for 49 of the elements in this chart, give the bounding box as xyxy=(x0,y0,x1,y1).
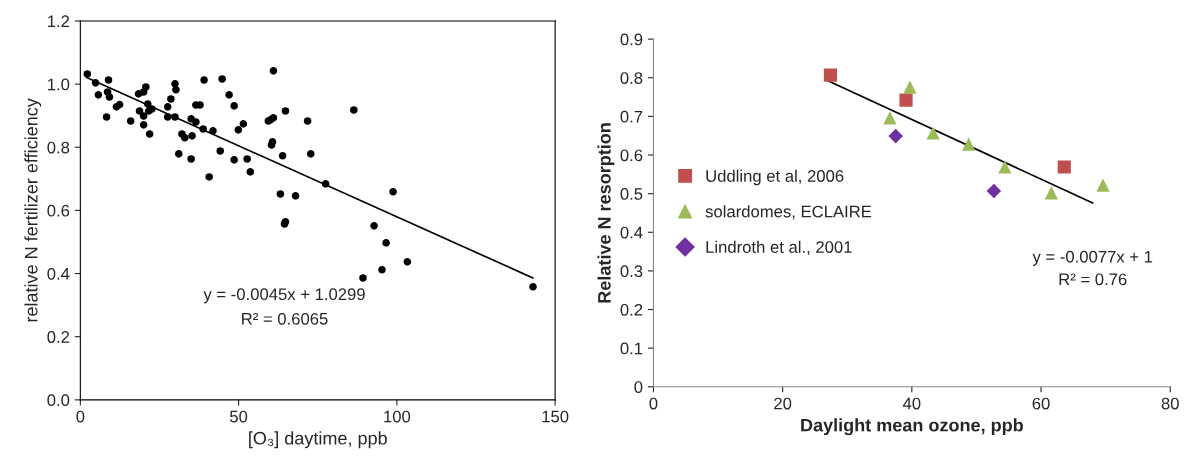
y-tick-label: 0.2 xyxy=(47,331,70,343)
point xyxy=(1057,160,1071,174)
annotation: y = -0.0045x + 1.0299 xyxy=(203,288,365,304)
point xyxy=(903,80,917,94)
y-tick-label: 0.8 xyxy=(620,72,643,84)
point xyxy=(883,111,897,125)
y-axis-title: Relative N resorption xyxy=(597,123,615,303)
x-tick-label: 20 xyxy=(774,397,792,410)
point xyxy=(1096,178,1110,192)
y-tick-label: 0.1 xyxy=(620,342,643,355)
point xyxy=(888,128,903,144)
x-tick-label: 0 xyxy=(649,397,658,410)
y-tick-label: 1.2 xyxy=(48,15,70,28)
annotation: y = -0.0077x + 1 xyxy=(1032,250,1153,266)
y-tick-label: 0.2 xyxy=(620,303,643,316)
y-tick-label: 0.3 xyxy=(620,265,643,278)
x-axis-title: Daylight mean ozone, ppb xyxy=(801,418,1023,436)
x-axis-title: [O₃] daytime, ppb xyxy=(249,431,387,449)
point xyxy=(823,68,838,82)
y-tick-label: 1.0 xyxy=(48,78,70,91)
annotation: R² = 0.76 xyxy=(1059,273,1127,286)
legend-label: Uddling et al, 2006 xyxy=(706,169,844,186)
y-tick-label: 0.7 xyxy=(620,110,643,123)
x-tick-label: 100 xyxy=(384,410,411,423)
y-tick-label: 0.6 xyxy=(620,149,643,162)
point xyxy=(986,183,1002,199)
point xyxy=(926,126,940,140)
y-tick-label: 0.9 xyxy=(620,33,643,46)
y-tick-label: 0.5 xyxy=(620,188,643,200)
y-tick-label: 0.6 xyxy=(47,204,70,217)
y-tick-label: 0.8 xyxy=(47,141,70,154)
legend-label: solardomes, ECLAIRE xyxy=(705,205,872,220)
point xyxy=(1044,186,1058,200)
y-axis-title: relative N fertilizer efficiency xyxy=(24,98,42,322)
x-tick-label: 40 xyxy=(902,397,921,410)
annotation: R² = 0.6065 xyxy=(242,312,328,325)
point xyxy=(962,137,976,151)
point xyxy=(998,160,1012,174)
x-tick-label: 60 xyxy=(1032,397,1050,410)
y-tick-label: 0.0 xyxy=(47,394,70,407)
y-tick-label: 0.4 xyxy=(47,267,70,280)
x-tick-label: 0 xyxy=(76,410,85,423)
point xyxy=(899,93,913,107)
x-tick-label: 50 xyxy=(230,410,248,423)
x-tick-label: 80 xyxy=(1161,397,1179,410)
x-tick-label: 150 xyxy=(542,410,569,423)
y-tick-label: 0.4 xyxy=(620,226,643,239)
legend-label: Lindroth et al., 2001 xyxy=(706,240,852,255)
y-tick-label: 0 xyxy=(634,381,643,393)
